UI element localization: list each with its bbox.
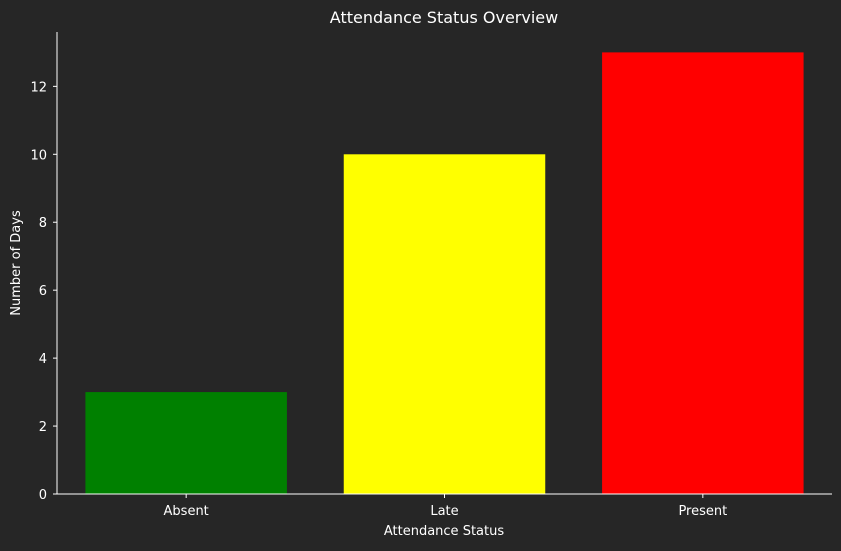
chart-title: Attendance Status Overview [330, 8, 558, 27]
x-tick-label: Absent [164, 504, 209, 519]
y-tick-label: 8 [39, 216, 47, 231]
x-axis-ticks: Absent Late Present [164, 494, 727, 519]
y-axis-ticks: 0 2 4 6 8 10 12 [30, 80, 57, 503]
bar-present [602, 52, 804, 494]
y-tick-label: 10 [30, 148, 47, 163]
y-tick-label: 6 [39, 284, 47, 299]
bars-group [85, 52, 804, 494]
x-tick-label: Present [678, 504, 727, 519]
bar-late [343, 154, 546, 494]
y-tick-label: 12 [30, 80, 47, 95]
y-tick-label: 4 [39, 352, 47, 367]
y-axis-label: Number of Days [9, 210, 24, 316]
y-tick-label: 0 [39, 488, 47, 503]
x-tick-label: Late [430, 504, 458, 519]
y-tick-label: 2 [39, 420, 47, 435]
x-axis-label: Attendance Status [384, 524, 504, 539]
bar-absent [85, 392, 287, 494]
